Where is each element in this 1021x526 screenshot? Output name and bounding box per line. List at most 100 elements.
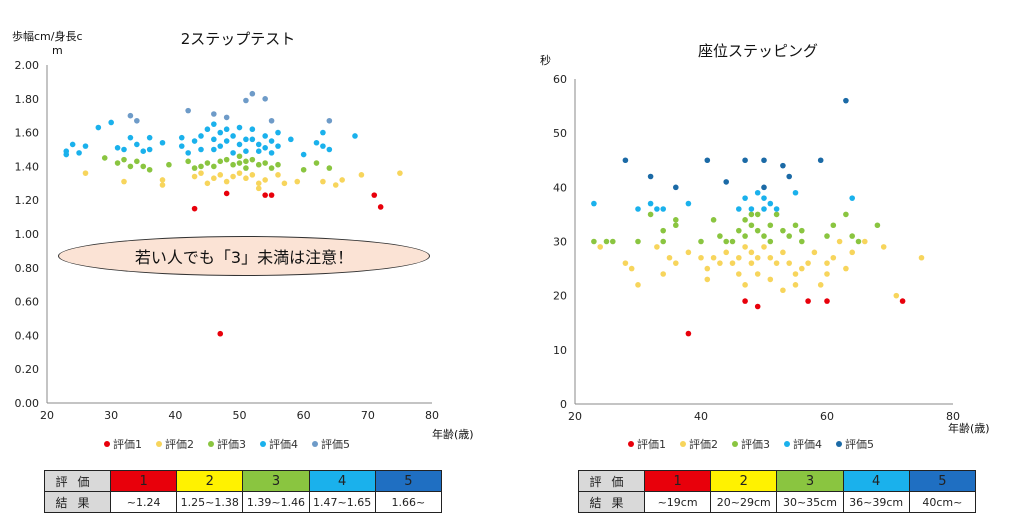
right-chart: 座位ステッピング 秒 年齢(歳) 0 10 20 30 40 50 60 20 40 60 80: [540, 42, 990, 435]
x-tick-label: 30: [104, 409, 118, 422]
data-point-eval2: [836, 238, 843, 245]
data-point-eval4: [685, 200, 692, 207]
data-point-eval2: [223, 178, 230, 185]
data-point-eval5: [780, 162, 786, 169]
data-point-eval2: [654, 244, 660, 250]
data-point-eval4: [736, 206, 742, 212]
data-point-eval2: [191, 173, 198, 180]
legend-label: 評価2: [689, 438, 718, 451]
data-point-eval3: [710, 217, 717, 223]
data-point-eval1: [899, 298, 906, 304]
data-point-eval3: [742, 217, 748, 223]
data-point-eval3: [146, 166, 153, 173]
result-cell-3: 1.39~1.46: [242, 491, 310, 513]
data-point-eval4: [108, 119, 114, 126]
data-point-eval3: [723, 238, 729, 245]
result-header-label: 結果: [44, 491, 111, 513]
data-point-eval4: [262, 145, 268, 151]
data-point-eval3: [223, 156, 230, 163]
data-point-eval2: [786, 260, 792, 266]
result-cell-2: 1.25~1.38: [176, 491, 244, 513]
data-point-eval1: [191, 205, 198, 212]
result-cell-2: 20~29cm: [710, 491, 778, 513]
result-cell-5: 40cm~: [908, 491, 977, 513]
data-point-eval3: [647, 211, 654, 218]
y-tick-label: 30: [553, 236, 567, 249]
data-point-eval3: [792, 222, 799, 229]
x-tick-label: 20: [568, 410, 582, 423]
data-point-eval2: [281, 180, 288, 187]
legend-label: 評価3: [217, 438, 246, 451]
data-point-eval3: [127, 163, 134, 170]
legend-label: 評価1: [113, 438, 142, 451]
y-tick-label: 40: [553, 181, 567, 194]
legend-label: 評価4: [793, 438, 822, 451]
data-point-eval3: [855, 238, 862, 245]
data-point-eval1: [371, 192, 378, 198]
data-point-eval2: [358, 172, 365, 178]
data-point-eval4: [647, 200, 654, 207]
result-cell-1: ~19cm: [643, 491, 712, 513]
data-point-eval3: [140, 163, 147, 170]
data-point-eval5: [622, 157, 629, 164]
data-point-eval2: [698, 254, 704, 261]
data-point-eval2: [780, 249, 786, 256]
data-point-eval3: [236, 153, 243, 160]
data-point-eval4: [275, 143, 281, 149]
data-point-eval2: [243, 175, 249, 182]
data-point-eval5: [326, 117, 333, 124]
legend-marker: [836, 441, 842, 447]
data-point-eval5: [761, 184, 767, 191]
x-tick-label: 80: [946, 410, 960, 423]
legend-marker: [732, 441, 738, 447]
legend-label: 評価4: [269, 438, 298, 451]
legend-item-eval3: 評価3: [732, 436, 770, 452]
data-point-eval2: [736, 254, 742, 261]
data-point-eval5: [786, 173, 792, 180]
data-point-eval4: [236, 141, 243, 148]
y-tick-label: 0.20: [15, 363, 40, 376]
data-point-eval4: [198, 146, 204, 153]
data-point-eval4: [211, 136, 217, 143]
data-point-eval3: [698, 238, 704, 245]
data-point-eval4: [114, 145, 121, 151]
legend-marker: [680, 441, 686, 447]
data-point-eval3: [591, 238, 597, 245]
data-point-eval1: [217, 330, 224, 337]
x-tick-label: 60: [297, 409, 311, 422]
left-chart-legend: 評価1 評価2 評価3 評価4 評価5: [104, 436, 350, 452]
data-point-eval4: [95, 124, 102, 131]
data-point-eval5: [243, 97, 249, 104]
result-cell-4: 36~39cm: [842, 491, 910, 513]
data-point-eval3: [748, 222, 755, 229]
data-point-eval4: [754, 189, 761, 196]
data-point-eval5: [761, 157, 767, 164]
data-point-eval4: [313, 139, 320, 146]
data-point-eval4: [320, 129, 326, 136]
data-point-eval2: [685, 249, 692, 256]
y-tick-label: 0.00: [15, 397, 40, 410]
data-point-eval3: [262, 160, 268, 166]
data-point-eval4: [230, 133, 236, 139]
data-point-eval3: [166, 161, 172, 168]
legend-marker: [260, 441, 266, 447]
data-point-eval3: [660, 238, 666, 245]
data-point-eval5: [742, 157, 748, 164]
data-point-eval2: [275, 172, 281, 178]
left-y-axis-label-line2: m: [52, 44, 63, 57]
data-point-eval5: [704, 157, 711, 164]
y-tick-label: 0.80: [15, 262, 40, 275]
data-point-eval4: [767, 200, 774, 207]
data-point-eval2: [332, 182, 339, 188]
x-tick-label: 70: [361, 409, 375, 422]
data-point-eval4: [288, 136, 294, 143]
right-y-axis-label: 秒: [540, 53, 551, 67]
data-point-eval2: [159, 177, 166, 183]
data-point-eval2: [748, 249, 755, 256]
x-tick-label: 20: [40, 409, 54, 422]
data-point-eval5: [127, 112, 134, 119]
legend-marker: [208, 441, 214, 447]
right-chart-legend: 評価1 評価2 評価3 評価4 評価5: [628, 436, 874, 452]
data-point-eval2: [236, 170, 243, 176]
data-point-eval5: [268, 117, 275, 124]
